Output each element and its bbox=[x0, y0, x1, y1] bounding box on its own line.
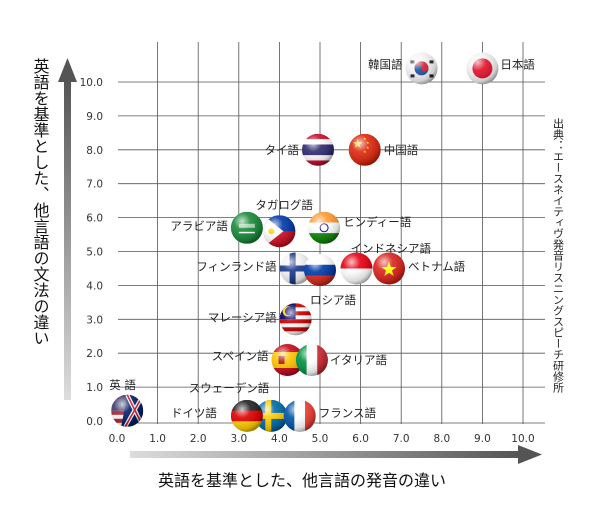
y-tick-label: 10.0 bbox=[80, 77, 103, 89]
point-label: フランス語 bbox=[319, 406, 377, 420]
y-tick-label: 0.0 bbox=[86, 416, 103, 428]
data-point-philippines: タガログ語 bbox=[255, 198, 313, 248]
point-label: 日本語 bbox=[500, 57, 535, 71]
point-label: スペイン語 bbox=[212, 349, 269, 363]
data-point-vietnam: ベトナム語 bbox=[373, 252, 466, 285]
data-point-india: ヒンディー語 bbox=[308, 211, 412, 244]
data-point-italy: イタリア語 bbox=[295, 344, 388, 376]
x-tick-label: 8.0 bbox=[433, 433, 450, 445]
data-point-saudi-arabia: アラビア語 bbox=[170, 211, 263, 244]
point-label: ベトナム語 bbox=[408, 260, 466, 274]
x-tick-label: 3.0 bbox=[230, 433, 247, 445]
data-point-indonesia: インドネシア語 bbox=[340, 242, 432, 285]
point-label: 韓国語 bbox=[368, 57, 403, 71]
point-label: タイ語 bbox=[265, 143, 300, 157]
x-tick-label: 0.0 bbox=[109, 433, 126, 445]
source-note: 出典：エースネイティヴ発音リスニングスピーチ研修所 bbox=[552, 117, 565, 394]
data-point-france: フランス語 bbox=[283, 399, 377, 432]
point-label: スウェーデン語 bbox=[189, 381, 270, 395]
point-label: ロシア語 bbox=[310, 293, 356, 307]
point-label: インドネシア語 bbox=[351, 242, 432, 256]
point-label: イタリア語 bbox=[330, 353, 388, 367]
x-axis-arrow bbox=[130, 445, 542, 464]
y-tick-label: 7.0 bbox=[86, 179, 103, 191]
x-tick-label: 6.0 bbox=[352, 433, 369, 445]
y-tick-label: 2.0 bbox=[86, 348, 103, 360]
data-point-germany: ドイツ語 bbox=[171, 399, 263, 432]
y-axis-title: 英語を基準とした、他言語の文法の違い bbox=[31, 58, 50, 346]
x-axis-title: 英語を基準とした、他言語の発音の違い bbox=[158, 471, 446, 490]
point-label: ヒンディー語 bbox=[343, 215, 412, 229]
y-tick-label: 5.0 bbox=[86, 247, 103, 259]
point-label: ドイツ語 bbox=[171, 406, 217, 420]
y-tick-label: 9.0 bbox=[86, 111, 103, 123]
point-label: アラビア語 bbox=[170, 219, 228, 233]
point-label: 中国語 bbox=[384, 143, 419, 157]
data-point-korea: 韓国語 bbox=[368, 52, 438, 85]
x-tick-label: 4.0 bbox=[271, 433, 288, 445]
data-point-spain: スペイン語 bbox=[212, 344, 304, 376]
point-label: タガログ語 bbox=[255, 198, 313, 212]
data-point-china: 中国語 bbox=[348, 133, 419, 166]
y-tick-label: 6.0 bbox=[86, 213, 103, 225]
data-point-us-uk: 英 語 bbox=[109, 378, 144, 427]
x-tick-label: 1.0 bbox=[149, 433, 166, 445]
y-tick-label: 4.0 bbox=[86, 280, 103, 292]
y-axis-arrow bbox=[58, 58, 77, 400]
y-tick-label: 8.0 bbox=[86, 145, 103, 157]
x-tick-label: 2.0 bbox=[190, 433, 207, 445]
x-tick-label: 9.0 bbox=[474, 433, 491, 445]
data-point-thailand: タイ語 bbox=[265, 133, 334, 166]
data-point-russia: ロシア語 bbox=[304, 254, 356, 307]
point-label: 英 語 bbox=[109, 378, 136, 392]
data-point-malaysia: マレーシア語 bbox=[208, 303, 312, 336]
data-point-japan: 日本語 bbox=[466, 52, 535, 85]
point-label: フィンランド語 bbox=[196, 260, 277, 274]
tick-labels: 0.0 1.0 2.0 3.0 4.0 5.0 6.0 7.0 8.0 9.0 10.0 0.0 1.0… bbox=[80, 77, 535, 445]
y-tick-label: 1.0 bbox=[86, 382, 103, 394]
x-tick-label: 10.0 bbox=[511, 433, 534, 445]
point-label: マレーシア語 bbox=[208, 310, 277, 324]
data-point-finland: フィンランド語 bbox=[196, 252, 312, 285]
x-tick-label: 7.0 bbox=[393, 433, 410, 445]
y-tick-label: 3.0 bbox=[86, 314, 103, 326]
x-tick-label: 5.0 bbox=[312, 433, 329, 445]
